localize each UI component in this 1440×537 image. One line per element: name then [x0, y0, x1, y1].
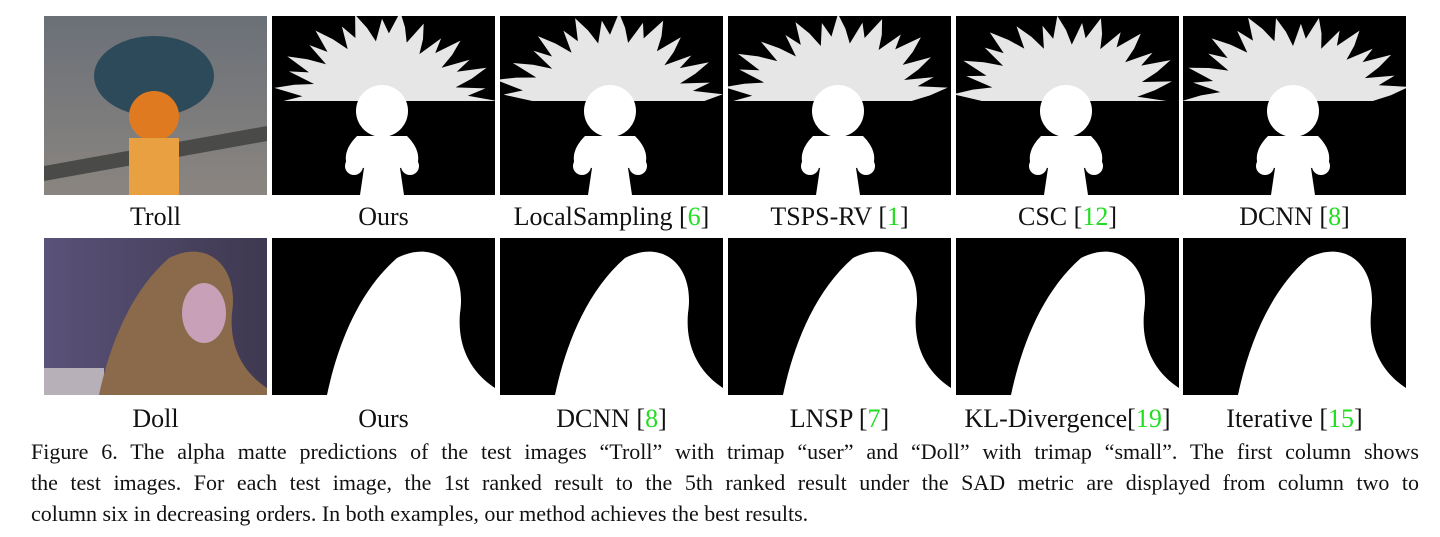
matte-image — [1183, 238, 1406, 395]
label-text: ] — [1354, 404, 1363, 433]
matte-image — [1182, 16, 1409, 195]
hair-matte — [1182, 17, 1409, 102]
label-text: ] — [1161, 404, 1171, 433]
label-text: Ours — [358, 202, 409, 231]
matte-image — [728, 238, 951, 395]
hand-matte — [401, 157, 419, 175]
head-matte — [584, 85, 636, 137]
label-text: Ours — [358, 404, 409, 433]
matte-image — [272, 238, 495, 395]
citation: 1 — [886, 202, 900, 231]
doll-matte — [783, 251, 951, 395]
label-text: ] — [700, 202, 710, 231]
matte-image — [500, 238, 723, 395]
label-text: ] — [1341, 202, 1350, 231]
panel-label: DCNN [8] — [482, 404, 742, 434]
label-text: LNSP [ — [789, 404, 868, 433]
panel-label: DCNN [8] — [1165, 202, 1425, 232]
doll-matte — [327, 251, 495, 395]
caption-line: Figure 6. The alpha matte predictions of… — [31, 439, 1419, 464]
doll-matte — [1238, 251, 1406, 395]
hand-matte — [345, 157, 363, 175]
citation: 6 — [687, 202, 701, 231]
hand-matte — [629, 157, 647, 175]
hand-matte — [801, 157, 819, 175]
label-text: TSPS-RV [ — [770, 202, 887, 231]
head-matte — [812, 85, 864, 137]
citation: 8 — [1328, 202, 1342, 231]
radiator — [44, 368, 104, 395]
panel-label: LocalSampling [6] — [482, 202, 742, 232]
doll-matte — [555, 251, 723, 395]
label-text: ] — [880, 404, 890, 433]
label-text: LocalSampling [ — [513, 202, 688, 231]
panel-label: TSPS-RV [1] — [710, 202, 970, 232]
doll-hair — [99, 251, 267, 395]
panel-label: CSC [12] — [938, 202, 1198, 232]
citation: 19 — [1135, 404, 1162, 433]
test-image — [44, 238, 267, 395]
hand-matte — [1029, 157, 1047, 175]
hand-matte — [857, 157, 875, 175]
citation: 15 — [1328, 404, 1355, 433]
label-text: CSC [ — [1018, 202, 1083, 231]
hair-matte — [724, 14, 948, 101]
panel-label: Doll — [26, 404, 286, 434]
label-text: ] — [1108, 202, 1117, 231]
body-matte — [1029, 136, 1103, 195]
caption-line: the test images. For each test image, th… — [31, 470, 1419, 495]
label-text: DCNN [ — [556, 404, 646, 433]
citation: 8 — [645, 404, 659, 433]
doll-face — [182, 283, 226, 343]
body-matte — [1256, 136, 1330, 195]
label-text: Iterative [ — [1226, 404, 1329, 433]
caption-line: column six in decreasing orders. In both… — [31, 501, 809, 526]
troll-hair — [94, 36, 214, 116]
panel-label: Ours — [254, 202, 514, 232]
panel-label: Iterative [15] — [1165, 404, 1425, 434]
panel-label: Ours — [254, 404, 514, 434]
panel-label: Troll — [26, 202, 286, 232]
hair-matte — [496, 12, 723, 102]
body-matte — [801, 136, 875, 195]
panel-label: LNSP [7] — [710, 404, 970, 434]
hand-matte — [1256, 157, 1274, 175]
figure-images — [44, 11, 1409, 395]
label-text: DCNN [ — [1239, 202, 1329, 231]
citation: 7 — [867, 404, 881, 433]
troll-body — [129, 138, 179, 195]
matte-image — [953, 15, 1179, 195]
matte-image — [956, 238, 1179, 395]
body-matte — [345, 136, 419, 195]
panel-label: KL-Divergence[19] — [938, 404, 1198, 434]
hair-matte — [953, 15, 1172, 101]
label-text: ] — [658, 404, 667, 433]
label-text: Doll — [132, 404, 179, 433]
label-text: KL-Divergence[ — [964, 404, 1136, 433]
label-text: ] — [899, 202, 909, 231]
test-image — [44, 16, 267, 195]
label-text: Troll — [129, 202, 182, 231]
troll-head — [129, 91, 179, 141]
citation: 12 — [1082, 202, 1109, 231]
head-matte — [1040, 85, 1092, 137]
doll-matte — [1011, 251, 1179, 395]
hand-matte — [573, 157, 591, 175]
matte-image — [272, 11, 498, 195]
body-matte — [573, 136, 647, 195]
matte-image — [496, 12, 723, 195]
hair-matte — [274, 11, 498, 101]
hand-matte — [1312, 157, 1330, 175]
head-matte — [1267, 85, 1319, 137]
matte-image — [724, 14, 951, 195]
head-matte — [356, 85, 408, 137]
hand-matte — [1085, 157, 1103, 175]
